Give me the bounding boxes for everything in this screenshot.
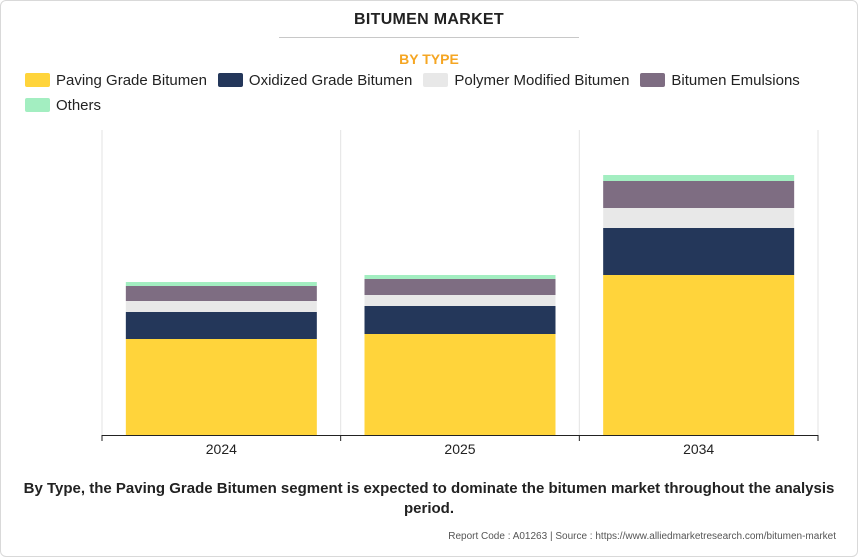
bar-segment-others-2034 [603,175,795,181]
x-tick-label: 2034 [683,441,714,457]
bar-segment-others-2024 [125,282,317,286]
bar-segment-polymer-modified-bitumen-2034 [603,208,795,228]
legend-label: Bitumen Emulsions [671,71,800,89]
chart-caption: By Type, the Paving Grade Bitumen segmen… [23,480,835,517]
chart-title: BITUMEN MARKET [354,11,504,28]
chart-subtitle: BY TYPE [399,51,459,67]
legend-item-polymer-modified-bitumen: Polymer Modified Bitumen [423,70,629,90]
bar-segment-others-2025 [364,275,556,279]
bar-segment-paving-grade-bitumen-2025 [364,334,556,435]
legend-swatch [423,73,449,87]
legend: Paving Grade Bitumen Oxidized Grade Bitum… [25,70,855,115]
report-source-footer: Report Code : A01263 | Source : https://… [448,531,836,542]
bar-segment-polymer-modified-bitumen-2024 [125,301,317,312]
bar-segment-bitumen-emulsions-2025 [364,279,556,295]
bar-segment-polymer-modified-bitumen-2025 [364,295,556,306]
stacked-bar-chart: 2024 2025 2034 [101,130,819,457]
x-tick-label: 2024 [206,441,237,457]
legend-swatch [217,73,243,87]
legend-item-others: Others [25,95,101,115]
legend-label: Polymer Modified Bitumen [454,71,630,89]
bar-segment-oxidized-grade-bitumen-2024 [125,312,317,339]
legend-label: Others [56,96,102,114]
legend-item-paving-grade-bitumen: Paving Grade Bitumen [25,70,207,90]
legend-label: Paving Grade Bitumen [56,71,207,89]
legend-swatch [25,98,50,112]
bar-segment-paving-grade-bitumen-2034 [603,275,795,435]
legend-swatch [640,73,666,87]
bar-segment-bitumen-emulsions-2024 [125,286,317,301]
legend-item-bitumen-emulsions: Bitumen Emulsions [640,70,800,90]
x-tick-label: 2025 [444,441,475,457]
bar-segment-bitumen-emulsions-2034 [603,181,795,208]
legend-label: Oxidized Grade Bitumen [248,71,413,89]
legend-swatch [25,73,50,87]
bar-segment-paving-grade-bitumen-2024 [125,339,317,435]
bar-segment-oxidized-grade-bitumen-2034 [603,228,795,275]
legend-item-oxidized-grade-bitumen: Oxidized Grade Bitumen [217,70,413,90]
title-divider [279,37,579,38]
bar-segment-oxidized-grade-bitumen-2025 [364,306,556,334]
